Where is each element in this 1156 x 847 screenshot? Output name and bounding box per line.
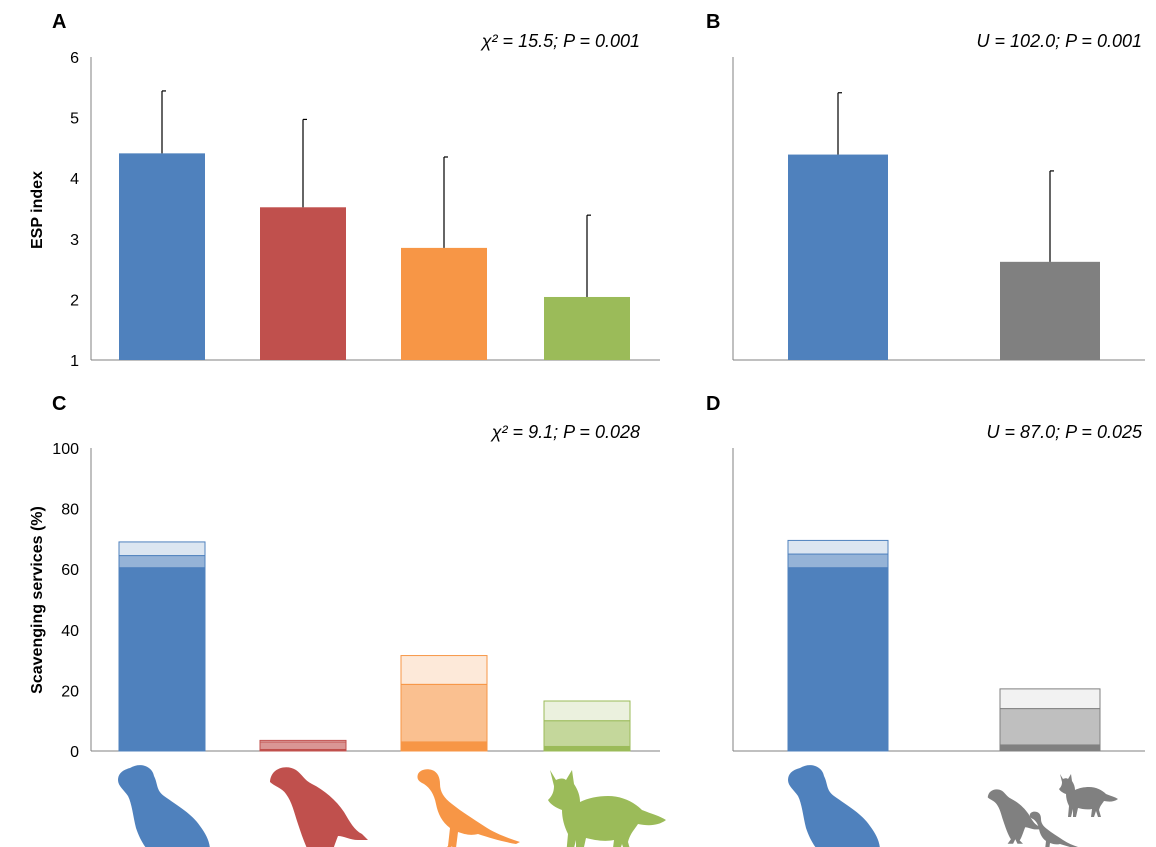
bar-magpie [401,247,487,360]
y-tick-label: 0 [70,744,79,761]
bar-segment-medium-vulture [118,555,206,569]
bar-segment-dark-fox [543,745,631,752]
fox-icon [548,770,666,847]
bars-panel-b [788,92,1100,360]
bar-mesoscavengers [1000,261,1100,360]
y-ticks-c: 0 20 40 60 80 100 [52,441,79,761]
bars-panel-c [118,541,631,752]
stat-annotation-c: χ² = 9.1; P = 0.028 [490,422,640,442]
panel-letter-b: B [706,11,720,33]
vulture-icon-d [788,765,880,847]
bar-segment-medium-vulture [787,553,889,569]
y-axis-label-scavenging: Scavenging services (%) [29,506,46,694]
y-tick-label: 60 [61,562,79,579]
bar-fox [544,296,630,360]
y-tick-label: 100 [52,441,79,458]
y-tick-label: 20 [61,683,79,700]
bar-segment-medium-mesoscavengers [999,708,1101,746]
bar-segment-light-mesoscavengers [999,688,1101,710]
y-tick-label: 80 [61,502,79,519]
bar-vulture [119,153,205,360]
bar-segment-light-eagle [259,739,347,743]
y-tick-label: 40 [61,623,79,640]
bar-segment-medium-fox [543,720,631,747]
y-axis-label-esp: ESP index [29,171,46,249]
bar-segment-light-magpie [400,655,488,685]
bar-segment-light-vulture [787,539,889,555]
y-tick-label: 5 [70,111,79,128]
bar-segment-medium-eagle [259,741,347,750]
y-tick-label: 4 [70,171,79,188]
y-tick-label: 1 [70,353,79,370]
panel-letter-a: A [52,11,66,33]
eagle-icon [270,767,368,847]
mesoscavengers-icon [987,774,1118,847]
bar-segment-medium-magpie [400,683,488,743]
bars-panel-d [787,539,1101,752]
stat-annotation-a: χ² = 15.5; P = 0.001 [480,31,640,51]
bar-segment-dark-vulture [118,567,206,752]
bar-segment-dark-mesoscavengers [999,744,1101,752]
panel-letter-c: C [52,393,66,415]
panel-letter-d: D [706,393,720,415]
y-tick-label: 2 [70,292,79,309]
y-tick-label: 6 [70,50,79,67]
bar-eagle [260,207,346,360]
bar-segment-light-fox [543,700,631,722]
vulture-icon [118,765,210,847]
bars-panel-a [119,90,630,360]
bar-segment-light-vulture [118,541,206,557]
bar-segment-dark-vulture [787,567,889,752]
y-tick-label: 3 [70,232,79,249]
bar-vulture [788,154,888,360]
stat-annotation-b: U = 102.0; P = 0.001 [977,31,1142,51]
stat-annotation-d: U = 87.0; P = 0.025 [987,422,1143,442]
bar-segment-dark-magpie [400,741,488,752]
y-ticks-a: 1 2 3 4 5 6 [70,50,79,370]
magpie-icon [417,769,520,847]
